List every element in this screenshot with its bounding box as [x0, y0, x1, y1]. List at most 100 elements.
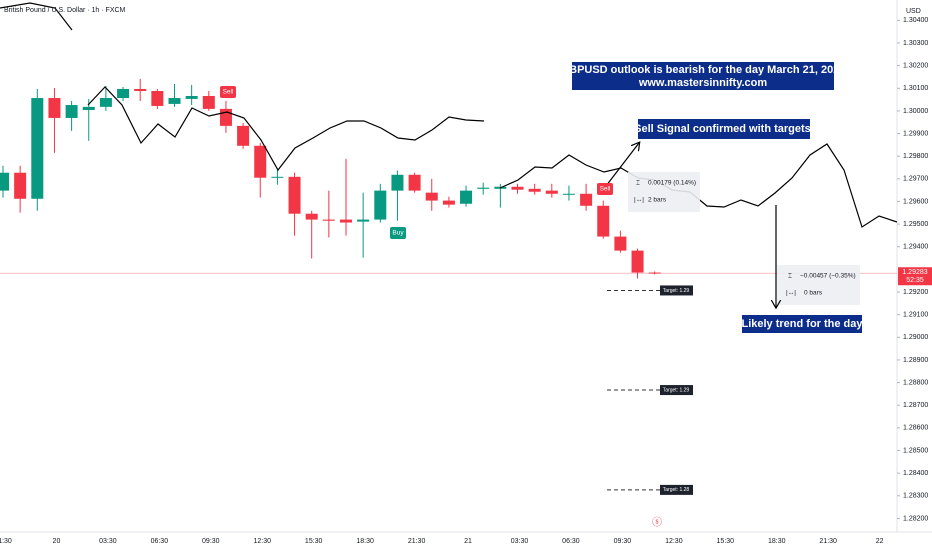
projection-line — [0, 2, 73, 31]
candle-body — [151, 91, 164, 106]
candle-body — [374, 190, 387, 220]
x-tick-label: 06:30 — [562, 538, 580, 545]
y-tick-label: 1.29600 — [903, 198, 928, 205]
candle-body — [631, 250, 644, 273]
y-tick-label: 1.29100 — [903, 312, 928, 319]
x-tick-label: 15:30 — [305, 538, 323, 545]
measure-text: −0.00457 (−0.35%) — [800, 273, 856, 280]
target-label: Target: 1.29 — [663, 387, 690, 393]
website: www.mastersinnifty.com — [638, 77, 768, 89]
measure-icon: |↔| — [786, 290, 796, 297]
y-tick-label: 1.28900 — [903, 357, 928, 364]
y-tick-label: 1.30400 — [903, 17, 928, 24]
callout: Sell Signal confirmed with targets. — [634, 123, 814, 135]
y-tick-label: 1.29400 — [903, 244, 928, 251]
candle-body — [442, 200, 455, 205]
x-tick-label: 18:30 — [356, 538, 374, 545]
y-tick-label: 1.30200 — [903, 62, 928, 69]
candle-body — [357, 219, 370, 222]
candle-body — [322, 219, 335, 221]
y-tick-label: 1.28800 — [903, 379, 928, 386]
candle-body — [237, 125, 250, 146]
x-tick-label: 06:30 — [151, 538, 169, 545]
signal-badge — [597, 183, 613, 195]
y-tick-label: 1.29000 — [903, 334, 928, 341]
x-tick-label: 21:30 — [819, 538, 837, 545]
callout-box — [638, 119, 810, 139]
chart-title: British Pound / U.S. Dollar · 1h · FXCM — [4, 7, 126, 14]
y-tick-label: 1.29500 — [903, 221, 928, 228]
event-icon[interactable]: ⓢ — [652, 517, 662, 529]
headline-box — [572, 62, 834, 90]
measure-box — [628, 172, 700, 212]
measure-text: 0.00179 (0.14%) — [648, 180, 696, 187]
countdown: 52:35 — [906, 277, 924, 284]
measure-icon: ⌶ — [636, 180, 640, 187]
signal-label: Sell — [600, 186, 611, 193]
candle-body — [614, 236, 627, 251]
signal-badge — [390, 227, 406, 239]
measure-text: 0 bars — [804, 290, 823, 297]
signal-label: Sell — [223, 89, 234, 96]
measure-text: 2 bars — [648, 197, 667, 204]
candle-body — [460, 190, 473, 204]
x-tick-label: 09:30 — [614, 538, 632, 545]
candle-body — [648, 272, 661, 274]
candle-body — [305, 213, 318, 220]
x-tick-label: 12:30 — [253, 538, 271, 545]
candle-body — [14, 172, 27, 199]
candle-body — [425, 192, 438, 201]
candle-body — [597, 205, 610, 237]
candle-body — [117, 88, 130, 99]
measure-icon: ⌶ — [788, 273, 792, 280]
candle-body — [580, 193, 593, 206]
candle-body — [48, 98, 61, 118]
y-tick-label: 1.29200 — [903, 289, 928, 296]
target-badge — [660, 484, 693, 495]
y-tick-label: 1.28300 — [903, 493, 928, 500]
arrow — [605, 143, 639, 187]
candle-body — [202, 95, 215, 109]
candle-body — [340, 219, 352, 223]
candle-body — [134, 88, 147, 92]
last-price-tag — [898, 267, 932, 286]
candle-body — [408, 174, 421, 191]
x-tick-label: 03:30 — [511, 538, 529, 545]
target-badge — [660, 285, 693, 296]
candle-body — [254, 145, 267, 178]
y-tick-label: 1.28400 — [903, 470, 928, 477]
candle-body — [31, 98, 44, 199]
candle-body — [0, 172, 9, 191]
candle-body — [562, 193, 575, 195]
x-tick-label: 20 — [53, 538, 61, 545]
projection-line — [87, 86, 485, 172]
candle-body — [391, 174, 404, 191]
x-tick-label: 12:30 — [665, 538, 683, 545]
measure-box — [777, 265, 860, 305]
currency: USD — [906, 8, 921, 15]
candle-body — [528, 188, 541, 192]
target-label: Target: 1.29 — [663, 288, 690, 294]
y-tick-label: 1.28700 — [903, 402, 928, 409]
measure-icon: |↔| — [634, 197, 644, 204]
candle-body — [545, 190, 558, 194]
y-tick-label: 1.29700 — [903, 176, 928, 183]
signal-label: Buy — [392, 230, 404, 237]
x-tick-label: 22 — [876, 538, 884, 545]
x-tick-label: 1:30 — [0, 538, 12, 545]
headline: GBPUSD outlook is bearish for the day Ma… — [561, 64, 846, 76]
candle-body — [65, 105, 78, 118]
callout: Likely trend for the day — [741, 318, 863, 330]
candle-body — [219, 108, 232, 126]
y-tick-label: 1.30300 — [903, 40, 928, 47]
x-tick-label: 18:30 — [768, 538, 786, 545]
signal-badge — [220, 86, 236, 98]
y-tick-label: 1.29800 — [903, 153, 928, 160]
y-tick-label: 1.28500 — [903, 447, 928, 454]
target-label: Target: 1.28 — [663, 487, 690, 493]
x-tick-label: 09:30 — [202, 538, 220, 545]
candle-body — [168, 98, 181, 104]
x-tick-label: 21:30 — [408, 538, 426, 545]
candle-body — [271, 176, 284, 178]
